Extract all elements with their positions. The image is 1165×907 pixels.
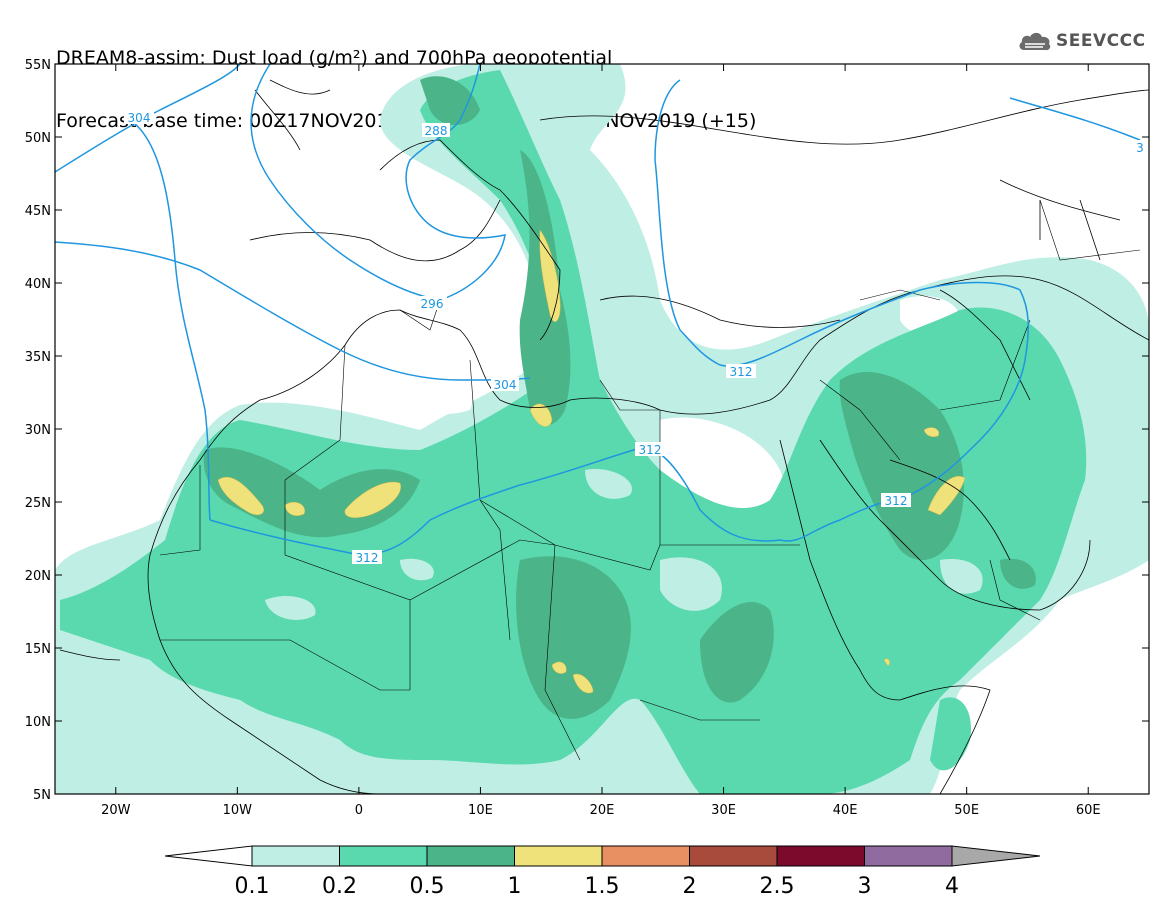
colorbar-swatch (339, 845, 428, 867)
colorbar-tick-label: 4 (945, 874, 959, 899)
lon-label: 10E (468, 803, 493, 818)
lon-label: 20W (101, 803, 131, 818)
geopotential-contours (55, 64, 1141, 556)
lat-label: 40N (25, 277, 51, 292)
colorbar-under-triangle (164, 845, 253, 867)
colorbar-swatch (864, 845, 953, 867)
contour-label-312-cyprus: 312 (730, 365, 753, 379)
contour-label-edge: 3 (1136, 141, 1144, 155)
country-borders (159, 199, 1141, 761)
contour-label-312-egypt: 312 (639, 443, 662, 457)
contour-label-312-sahara: 312 (356, 551, 379, 565)
contour-label-296: 296 (421, 297, 444, 311)
lat-label: 30N (25, 423, 51, 438)
title-line-1: DREAM8-assim: Dust load (g/m²) and 700hP… (56, 47, 613, 69)
colorbar-swatch (689, 845, 778, 867)
colorbar-tick-label: 3 (858, 874, 872, 899)
cloud-logo-icon (1019, 32, 1051, 51)
dust-field-mid (60, 70, 1087, 794)
colorbar-swatch (601, 845, 690, 867)
contour-label-288: 288 (425, 124, 448, 138)
colorbar-tick-label: 0.1 (235, 874, 270, 899)
colorbar-tick-label: 2 (683, 874, 697, 899)
lon-label: 50E (954, 803, 979, 818)
contour-label-304-south: 304 (494, 378, 517, 392)
lon-label: 40E (833, 803, 858, 818)
dust-field-mid-gaps (265, 469, 983, 620)
colorbar-tick-label: 1.5 (585, 874, 620, 899)
colorbar-tick-label: 0.5 (410, 874, 445, 899)
lat-label: 10N (25, 715, 51, 730)
colorbar-tick-label: 2.5 (760, 874, 795, 899)
colorbar-tick-label: 1 (508, 874, 522, 899)
lat-label: 25N (25, 496, 51, 511)
lon-label: 20E (590, 803, 615, 818)
colorbar-swatch (776, 845, 865, 867)
contour-label-304-north: 304 (128, 111, 151, 125)
colorbar-swatch (426, 845, 515, 867)
contour-labels: 304 288 296 304 312 312 312 312 3 (124, 110, 1145, 565)
seevccc-logo: SEEVCCC (1018, 26, 1146, 56)
longitude-axis: 20W 10W 0 10E 20E 30E 40E 50E 60E (101, 64, 1101, 818)
lat-label: 45N (25, 204, 51, 219)
dust-field-high (217, 229, 966, 694)
lat-label: 15N (25, 642, 51, 657)
lon-label: 60E (1076, 803, 1101, 818)
lat-label: 20N (25, 569, 51, 584)
logo-text: SEEVCCC (1056, 31, 1146, 51)
lat-label: 35N (25, 350, 51, 365)
dust-field-dark (203, 76, 1036, 719)
colorbar: 0.1 0.2 0.5 1 1.5 2 2.5 3 4 (164, 845, 1041, 899)
latitude-axis: 55N 50N 45N 40N 35N 30N 25N 20N 15N 10N 5N (25, 58, 1149, 803)
lat-label: 55N (25, 58, 51, 73)
contour-label-312-arabia: 312 (885, 494, 908, 508)
lat-label: 5N (33, 788, 51, 803)
lon-label: 0 (355, 803, 363, 818)
colorbar-tick-label: 0.2 (322, 874, 357, 899)
colorbar-swatch (251, 845, 340, 867)
colorbar-over-triangle (951, 845, 1041, 867)
lat-label: 50N (25, 131, 51, 146)
colorbar-swatch (514, 845, 603, 867)
lon-label: 30E (711, 803, 736, 818)
lon-label: 10W (223, 803, 253, 818)
dust-field (55, 64, 1149, 794)
